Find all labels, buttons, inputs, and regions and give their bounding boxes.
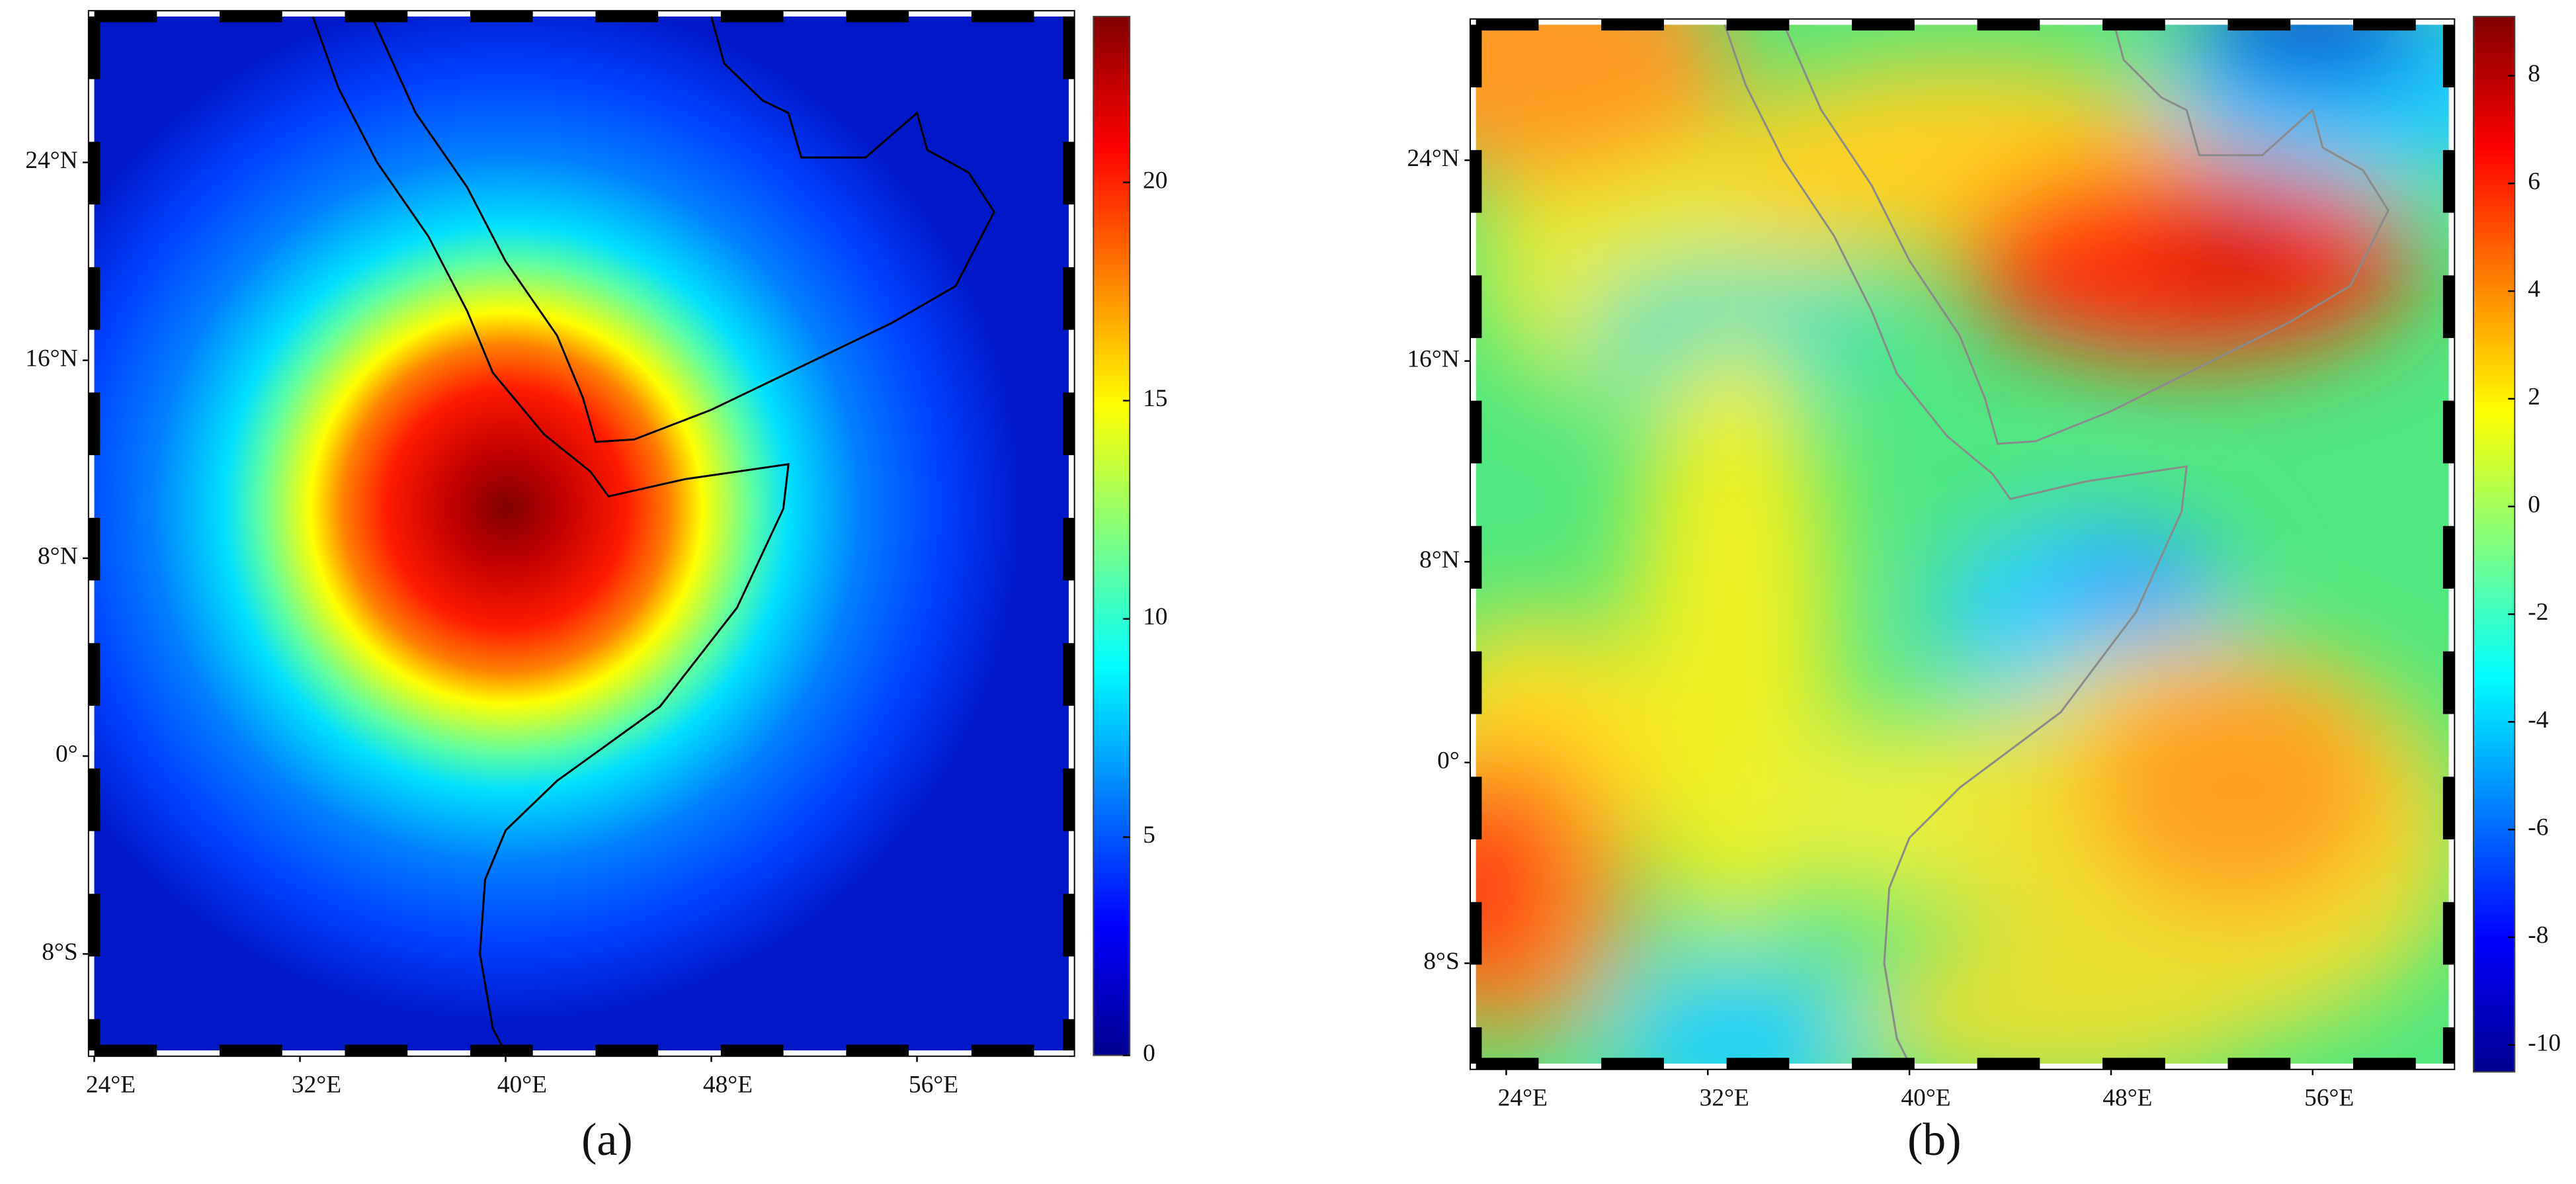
colorbar-tick-label: -2 <box>2528 599 2548 626</box>
heat-field <box>94 16 1069 1051</box>
colorbar-tick-label: 4 <box>2528 276 2540 303</box>
x-tick-label: 56°E <box>909 1071 958 1098</box>
x-tick-label: 24°E <box>1498 1084 1548 1111</box>
colorbar-tick-label: -8 <box>2528 922 2548 949</box>
colorbar-tick-label: 5 <box>1143 822 1155 849</box>
x-tick-label: 56°E <box>2304 1084 2354 1111</box>
colorbar-tick-label: 0 <box>2528 491 2540 518</box>
colorbar-tick-label: 15 <box>1143 385 1167 412</box>
map-field <box>94 16 1069 1051</box>
heat-blob <box>2161 210 2313 286</box>
heat-blob <box>1475 24 1733 185</box>
colorbar-tick-label: -4 <box>2528 706 2548 734</box>
x-tick-label: 48°E <box>2102 1084 2152 1111</box>
heat-blob <box>1606 963 1860 1064</box>
x-tick-label: 40°E <box>497 1071 547 1098</box>
coastline <box>312 16 790 1051</box>
heat-blob <box>1858 938 2263 1064</box>
coastline <box>1782 24 2389 445</box>
heat-blob <box>1475 787 1544 988</box>
y-tick-label: 0° <box>1437 747 1460 774</box>
y-tick-label: 8°S <box>42 939 77 966</box>
colorbar-tick-label: 0 <box>1143 1040 1155 1067</box>
y-tick-label: 24°N <box>25 147 77 174</box>
x-tick-label: 48°E <box>703 1071 753 1098</box>
colorbar-tick-label: 6 <box>2528 168 2540 195</box>
map-border <box>1469 18 2456 1070</box>
y-tick-label: 8°N <box>1419 546 1460 573</box>
colorbar-tick-label: 10 <box>1143 603 1167 630</box>
coastline <box>1724 24 2188 1064</box>
coastline <box>371 16 995 443</box>
y-tick-label: 16°N <box>25 345 77 372</box>
panel-caption: (a) <box>581 1115 632 1165</box>
colorbar-tick-label: 8 <box>2528 60 2540 87</box>
colorbar-tick-label: -6 <box>2528 814 2548 841</box>
y-tick-label: 24°N <box>1407 145 1459 172</box>
colorbar <box>1093 15 1131 1056</box>
colorbar <box>2472 15 2516 1073</box>
y-tick-label: 8°S <box>1423 948 1459 975</box>
heat-blob <box>2085 662 2389 913</box>
x-tick-label: 24°E <box>86 1071 136 1098</box>
heat-blob <box>2060 536 2212 637</box>
x-tick-label: 32°E <box>1700 1084 1749 1111</box>
heat-field <box>1475 24 2449 1064</box>
map-border <box>87 10 1075 1057</box>
colorbar-tick-label: 2 <box>2528 383 2540 410</box>
map-field <box>1475 24 2449 1064</box>
colorbar-tick-label: 20 <box>1143 167 1167 194</box>
y-tick-label: 0° <box>56 741 78 768</box>
colorbar-tick-label: -10 <box>2528 1029 2561 1056</box>
y-tick-label: 16°N <box>1407 345 1459 372</box>
x-tick-label: 40°E <box>1901 1084 1950 1111</box>
y-tick-label: 8°N <box>38 542 78 570</box>
heat-blob <box>2186 24 2439 85</box>
x-tick-label: 32°E <box>292 1071 341 1098</box>
panel-caption: (b) <box>1907 1115 1961 1165</box>
heat-blob <box>1581 261 1885 411</box>
